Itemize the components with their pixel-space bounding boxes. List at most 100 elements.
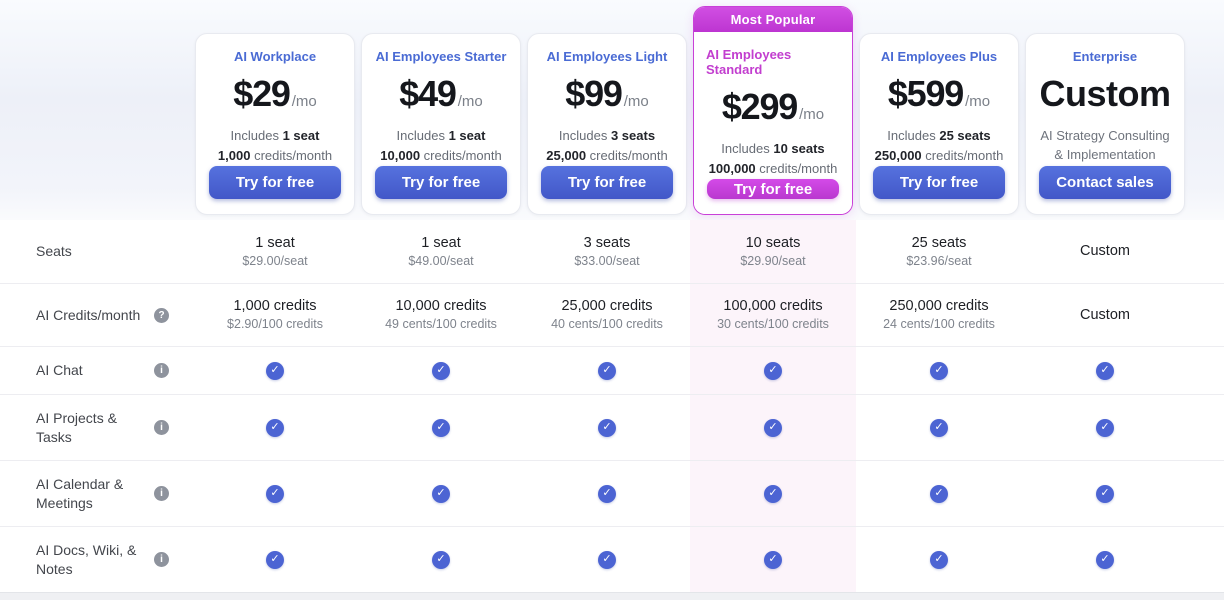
feature-check-cell: ✓ bbox=[1022, 527, 1188, 592]
plan-name: AI Workplace bbox=[233, 49, 317, 64]
feature-check-cell: ✓ bbox=[358, 347, 524, 394]
check-icon: ✓ bbox=[266, 550, 284, 569]
plan-includes: Includes 10 seats 100,000 credits/month bbox=[708, 141, 838, 177]
try-for-free-button[interactable]: Try for free bbox=[209, 166, 341, 199]
feature-check-cell: ✓ bbox=[192, 395, 358, 460]
check-icon: ✓ bbox=[764, 418, 782, 437]
row-label: AI Projects & Tasks bbox=[36, 409, 117, 445]
check-icon: ✓ bbox=[266, 484, 284, 503]
plan-name: AI Employees Starter bbox=[375, 49, 507, 64]
try-for-free-button[interactable]: Try for free bbox=[375, 166, 507, 199]
feature-check-cell-highlighted: ✓ bbox=[690, 347, 856, 394]
row-label: AI Docs, Wiki, & Notes bbox=[36, 541, 137, 577]
check-icon: ✓ bbox=[1096, 418, 1114, 437]
plan-value-cell: 25 seats $23.96/seat bbox=[906, 234, 972, 268]
plan-card-ai-employees-light: AI Employees Light $99/mo Includes 3 sea… bbox=[524, 0, 690, 220]
plan-price: $29/mo bbox=[233, 73, 317, 114]
check-icon: ✓ bbox=[598, 418, 616, 437]
plan-name: AI Employees Light bbox=[546, 49, 668, 64]
check-icon: ✓ bbox=[432, 418, 450, 437]
plan-includes: Includes 25 seats 250,000 credits/month bbox=[874, 128, 1004, 164]
check-icon: ✓ bbox=[432, 361, 450, 380]
check-icon: ✓ bbox=[930, 418, 948, 437]
feature-check-cell: ✓ bbox=[856, 395, 1022, 460]
comparison-table: Seats 1 seat $29.00/seat 1 seat $49.00/sea… bbox=[0, 220, 1224, 600]
check-icon: ✓ bbox=[930, 550, 948, 569]
plan-value-cell: Custom bbox=[1080, 306, 1130, 323]
plan-card-ai-workplace: AI Workplace $29/mo Includes 1 seat 1,00… bbox=[192, 0, 358, 220]
plan-card-ai-employees-standard: Most Popular AI Employees Standard $299/… bbox=[690, 0, 856, 220]
plan-value-cell: Custom bbox=[1080, 243, 1130, 260]
check-icon: ✓ bbox=[1096, 550, 1114, 569]
help-icon[interactable]: ? bbox=[154, 307, 169, 323]
plan-price: $599/mo bbox=[887, 73, 991, 114]
pricing-header: AI Workplace $29/mo Includes 1 seat 1,00… bbox=[0, 0, 1224, 220]
feature-check-cell: ✓ bbox=[524, 461, 690, 526]
check-icon: ✓ bbox=[598, 550, 616, 569]
row-label: AI Chat bbox=[36, 362, 83, 379]
contact-sales-button[interactable]: Contact sales bbox=[1039, 166, 1171, 199]
plan-price: $299/mo bbox=[721, 86, 825, 127]
info-icon[interactable]: i bbox=[154, 552, 169, 567]
table-row-ai-projects-tasks: AI Projects & Tasks i ✓ ✓ ✓ ✓ ✓ ✓ bbox=[0, 394, 1224, 460]
row-label: Seats bbox=[36, 243, 72, 260]
feature-check-cell: ✓ bbox=[1022, 347, 1188, 394]
check-icon: ✓ bbox=[598, 484, 616, 503]
feature-check-cell: ✓ bbox=[856, 347, 1022, 394]
most-popular-badge: Most Popular bbox=[694, 7, 852, 32]
check-icon: ✓ bbox=[764, 361, 782, 380]
check-icon: ✓ bbox=[1096, 361, 1114, 380]
table-row-ai-docs-wiki-notes: AI Docs, Wiki, & Notes i ✓ ✓ ✓ ✓ ✓ ✓ bbox=[0, 526, 1224, 592]
feature-check-cell: ✓ bbox=[358, 395, 524, 460]
feature-check-cell: ✓ bbox=[192, 461, 358, 526]
check-icon: ✓ bbox=[764, 484, 782, 503]
try-for-free-button[interactable]: Try for free bbox=[541, 166, 673, 199]
table-row-ai-chat: AI Chat i ✓ ✓ ✓ ✓ ✓ ✓ bbox=[0, 346, 1224, 394]
check-icon: ✓ bbox=[266, 361, 284, 380]
plan-value-cell: 25,000 credits 40 cents/100 credits bbox=[551, 298, 663, 332]
plan-value-cell: 1 seat $49.00/seat bbox=[408, 234, 474, 268]
check-icon: ✓ bbox=[598, 361, 616, 380]
plan-name: AI Employees Plus bbox=[880, 49, 998, 64]
check-icon: ✓ bbox=[930, 361, 948, 380]
feature-check-cell-highlighted: ✓ bbox=[690, 527, 856, 592]
feature-check-cell: ✓ bbox=[1022, 395, 1188, 460]
info-icon[interactable]: i bbox=[154, 486, 169, 501]
check-icon: ✓ bbox=[764, 550, 782, 569]
plan-value-cell-highlighted: 10 seats $29.90/seat bbox=[690, 220, 856, 283]
try-for-free-button[interactable]: Try for free bbox=[873, 166, 1005, 199]
info-icon[interactable]: i bbox=[154, 363, 169, 378]
check-icon: ✓ bbox=[432, 484, 450, 503]
plan-value-cell: 1,000 credits $2.90/100 credits bbox=[227, 298, 323, 332]
plan-card-ai-employees-plus: AI Employees Plus $599/mo Includes 25 se… bbox=[856, 0, 1022, 220]
plan-subtitle: AI Strategy Consulting & Implementation bbox=[1040, 128, 1170, 162]
plan-price: $99/mo bbox=[565, 73, 649, 114]
check-icon: ✓ bbox=[1096, 484, 1114, 503]
plan-value-cell-highlighted: 100,000 credits 30 cents/100 credits bbox=[690, 284, 856, 346]
feature-check-cell: ✓ bbox=[856, 527, 1022, 592]
plan-value-cell: 3 seats $33.00/seat bbox=[574, 234, 640, 268]
feature-check-cell: ✓ bbox=[192, 527, 358, 592]
feature-check-cell-highlighted: ✓ bbox=[690, 461, 856, 526]
plan-includes: Includes 1 seat 1,000 credits/month bbox=[217, 128, 333, 164]
feature-check-cell: ✓ bbox=[524, 395, 690, 460]
check-icon: ✓ bbox=[266, 418, 284, 437]
try-for-free-button[interactable]: Try for free bbox=[707, 179, 839, 199]
plan-value-cell: 1 seat $29.00/seat bbox=[242, 234, 308, 268]
check-icon: ✓ bbox=[432, 550, 450, 569]
row-label: AI Calendar & Meetings bbox=[36, 475, 124, 511]
info-icon[interactable]: i bbox=[154, 420, 169, 435]
feature-check-cell: ✓ bbox=[358, 461, 524, 526]
table-row-ai-calendar-meetings: AI Calendar & Meetings i ✓ ✓ ✓ ✓ ✓ ✓ bbox=[0, 460, 1224, 526]
next-section-edge bbox=[0, 592, 1224, 600]
row-label: AI Credits/month bbox=[36, 306, 141, 323]
feature-check-cell: ✓ bbox=[524, 347, 690, 394]
plan-price: $49/mo bbox=[399, 73, 483, 114]
feature-check-cell: ✓ bbox=[856, 461, 1022, 526]
feature-check-cell: ✓ bbox=[358, 527, 524, 592]
plan-value-cell: 250,000 credits 24 cents/100 credits bbox=[883, 298, 995, 332]
plan-value-cell: 10,000 credits 49 cents/100 credits bbox=[385, 298, 497, 332]
plan-price: Custom bbox=[1039, 73, 1172, 114]
feature-check-cell: ✓ bbox=[524, 527, 690, 592]
plan-card-enterprise: Enterprise Custom AI Strategy Consulting… bbox=[1022, 0, 1188, 220]
